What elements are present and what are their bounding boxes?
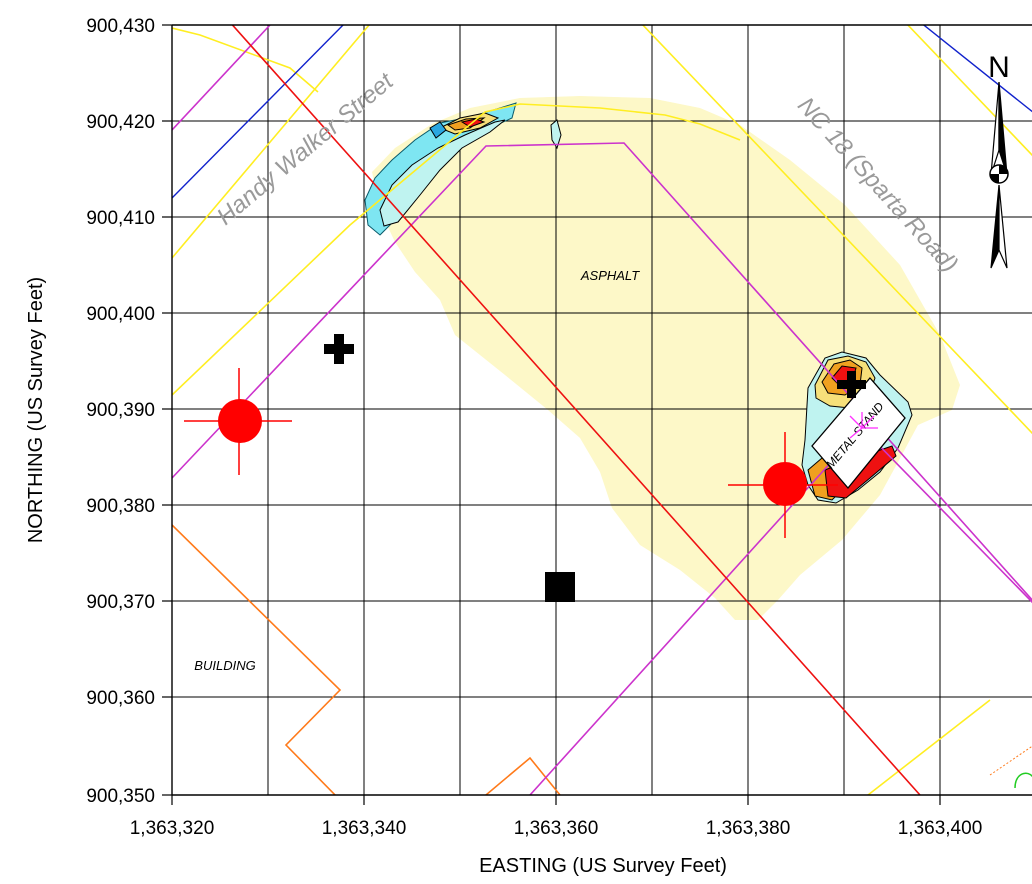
magenta-lines (172, 25, 1032, 795)
x-tick-label: 1,363,360 (514, 818, 599, 839)
y-tick-label: 900,380 (86, 496, 155, 517)
y-tick-label: 900,360 (86, 688, 155, 709)
plot-area: METAL STAND ASPHALT BUILDING Ha (172, 25, 1032, 795)
orange-dotted-line (989, 745, 1032, 776)
y-tick-label: 900,350 (86, 786, 155, 807)
y-tick-label: 900,430 (86, 16, 155, 37)
building-label: BUILDING (194, 658, 255, 673)
grid-lines (172, 25, 1032, 795)
y-tick-label: 900,400 (86, 304, 155, 325)
x-tick-label: 1,363,400 (898, 818, 983, 839)
green-curve (1014, 772, 1032, 789)
red-target-marker-east (728, 432, 838, 538)
y-tick-label: 900,390 (86, 400, 155, 421)
y-tick-label: 900,410 (86, 208, 155, 229)
blue-lines (172, 25, 1032, 199)
x-tick-label: 1,363,380 (706, 818, 791, 839)
north-arrow-letter: N (988, 51, 1010, 84)
black-cross-marker-west (324, 334, 354, 364)
red-target-marker-west (184, 368, 292, 475)
x-tick-label: 1,363,340 (322, 818, 407, 839)
x-tick-label: 1,363,320 (130, 818, 215, 839)
red-boundary-line (231, 25, 921, 795)
y-tick-label: 900,370 (86, 592, 155, 613)
asphalt-label: ASPHALT (580, 268, 640, 283)
black-cross-marker-east (837, 371, 866, 398)
north-arrow: N (988, 51, 1010, 269)
tick-marks (162, 24, 941, 805)
black-square-marker (545, 572, 575, 602)
y-tick-label: 900,420 (86, 112, 155, 133)
y-axis-title: NORTHING (US Survey Feet) (25, 277, 47, 543)
magenta-star-marker (849, 412, 878, 439)
building-outline (172, 524, 561, 795)
x-axis-title: EASTING (US Survey Feet) (479, 855, 727, 877)
